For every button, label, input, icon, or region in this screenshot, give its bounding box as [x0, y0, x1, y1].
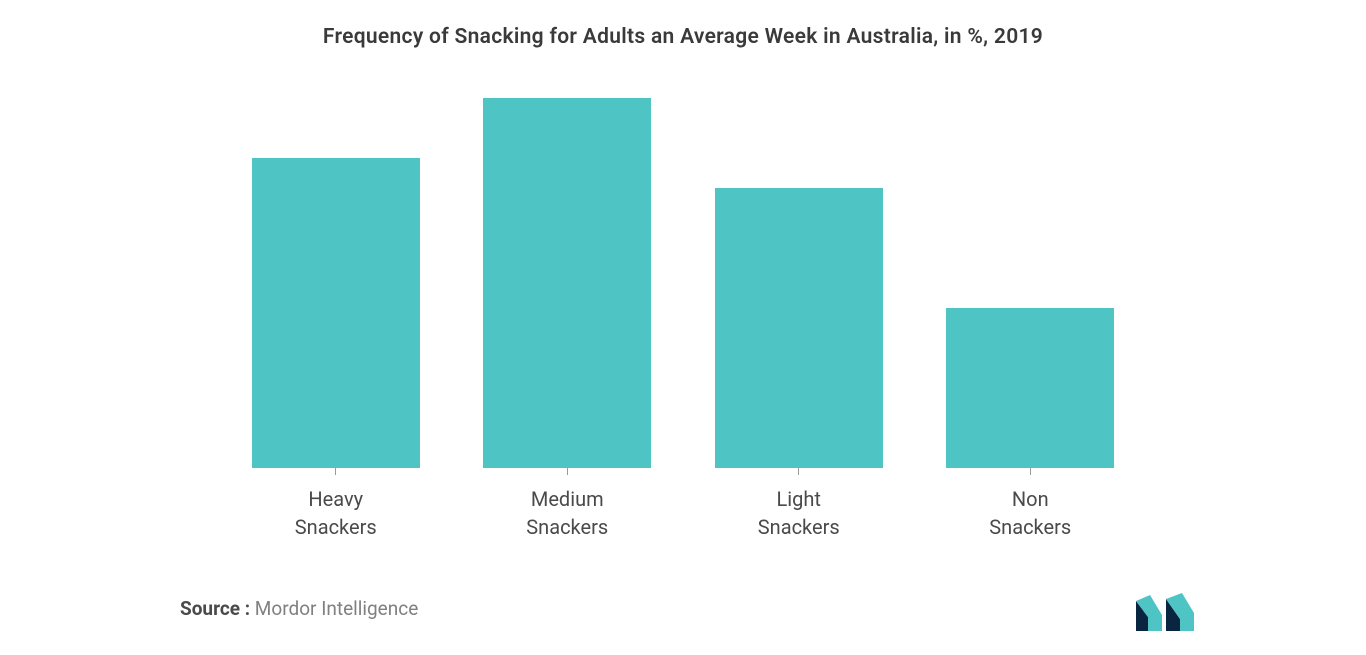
axis-tick — [335, 468, 336, 475]
bar-group — [220, 75, 452, 475]
axis-tick — [798, 468, 799, 475]
bar — [946, 308, 1114, 468]
bar — [252, 158, 420, 468]
source-attribution: Source : Mordor Intelligence — [180, 597, 418, 620]
axis-tick — [567, 468, 568, 475]
bars-row — [200, 75, 1166, 475]
x-axis-labels: Heavy SnackersMedium SnackersLight Snack… — [200, 485, 1166, 541]
bar — [715, 188, 883, 468]
source-value: Mordor Intelligence — [250, 597, 418, 620]
plot-area — [200, 75, 1166, 475]
x-axis-label: Heavy Snackers — [220, 485, 452, 541]
bar — [483, 98, 651, 468]
bar-group — [452, 75, 684, 475]
source-label: Source : — [180, 597, 250, 620]
chart-title: Frequency of Snacking for Adults an Aver… — [0, 20, 1366, 49]
bar-group — [683, 75, 915, 475]
mordor-logo-icon — [1134, 593, 1196, 633]
x-axis-label: Non Snackers — [915, 485, 1147, 541]
x-axis-label: Light Snackers — [683, 485, 915, 541]
bar-group — [915, 75, 1147, 475]
x-axis-label: Medium Snackers — [452, 485, 684, 541]
axis-tick — [1030, 468, 1031, 475]
chart-container: Frequency of Snacking for Adults an Aver… — [0, 0, 1366, 655]
